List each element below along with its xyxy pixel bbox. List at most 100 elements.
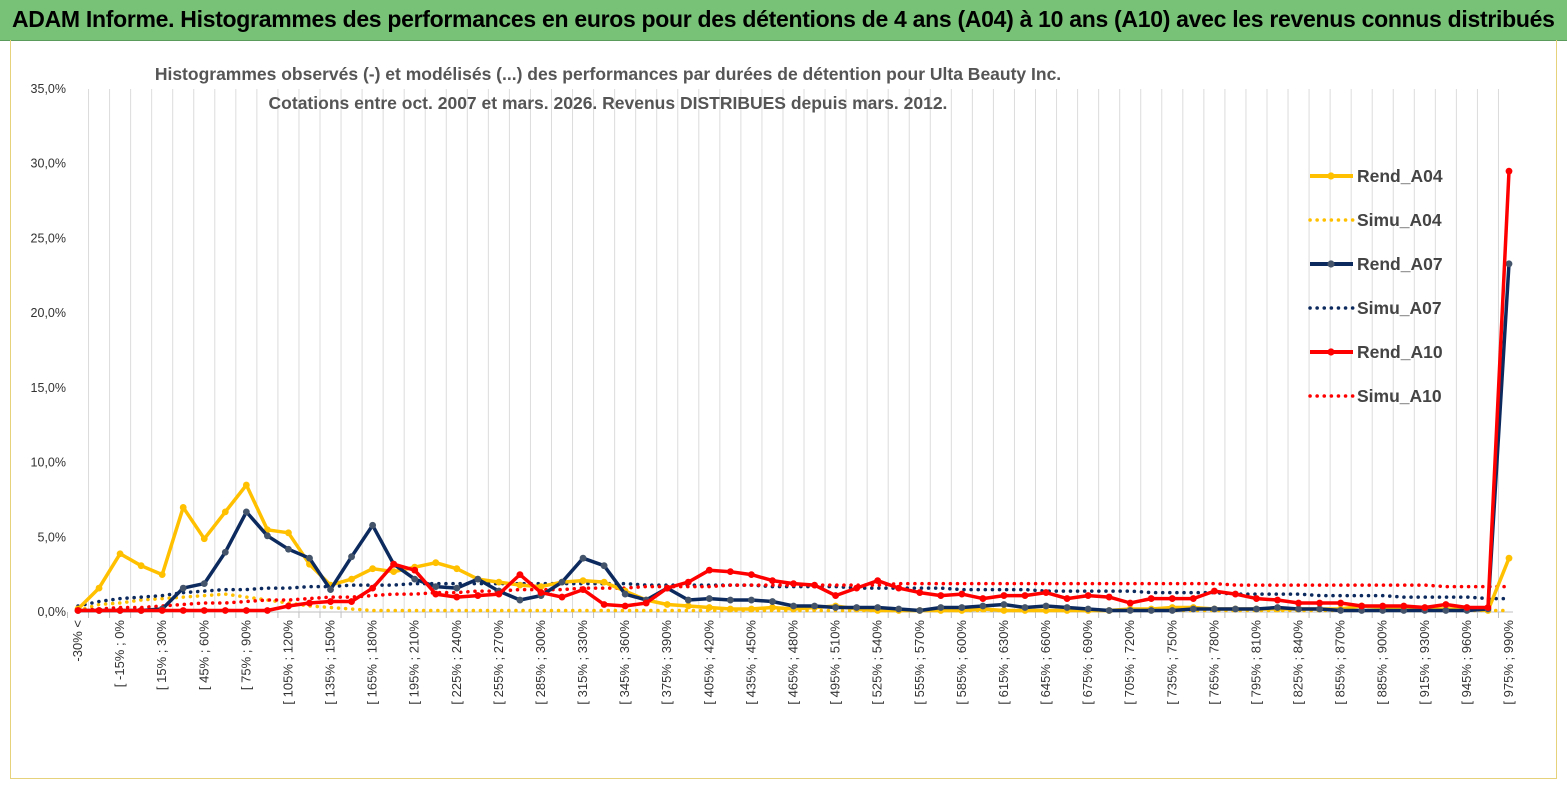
data-point (705, 595, 713, 602)
data-point (1295, 599, 1302, 607)
x-tick-label: [ 405% ; 420% (701, 620, 716, 705)
data-point (853, 604, 861, 611)
x-tick-label: [ 855% ; 870% (1333, 620, 1348, 705)
x-tick-label: [ 945% ; 960% (1459, 620, 1474, 705)
x-tick-label: [ 195% ; 210% (407, 620, 422, 705)
data-point (726, 596, 734, 604)
data-point (179, 607, 187, 614)
x-tick-label: [ 495% ; 510% (828, 620, 843, 705)
x-tick-label: [ 255% ; 270% (491, 620, 506, 705)
data-point (600, 562, 608, 570)
data-point (537, 589, 545, 596)
data-point (516, 571, 524, 579)
data-point (1232, 605, 1239, 613)
data-point (579, 554, 587, 562)
data-point (1168, 607, 1176, 614)
data-point (705, 604, 713, 611)
data-point (769, 598, 776, 605)
data-point (937, 592, 945, 599)
data-point (1337, 599, 1345, 607)
data-point (221, 548, 229, 556)
data-point (684, 578, 692, 586)
legend-label: Rend_A10 (1357, 342, 1443, 362)
data-point (1126, 599, 1134, 607)
x-tick-label: [ 975% ; 990% (1501, 620, 1516, 705)
data-point (769, 604, 776, 611)
series-line (76, 483, 1511, 613)
x-tick-label: [ 75% ; 90% (238, 620, 253, 691)
data-point (285, 602, 292, 610)
legend-item-rend-a04: Rend_A04 (1310, 166, 1443, 186)
y-tick-label: 10,0% (31, 456, 66, 470)
legend-item-rend-a07: Rend_A07 (1310, 254, 1443, 274)
series-line (78, 263, 1511, 613)
data-point (306, 554, 313, 562)
legend-label: Rend_A04 (1357, 166, 1443, 186)
data-point (221, 508, 229, 516)
y-tick-label: 15,0% (31, 381, 66, 395)
x-tick-label: [ 15% ; 30% (154, 620, 169, 691)
legend: Rend_A04 Simu_A04 Rend_A07 Simu_A07 Rend_A10… (1308, 166, 1443, 406)
data-point (432, 590, 440, 598)
data-point (1232, 590, 1239, 598)
x-tick-label: [ 735% ; 750% (1164, 620, 1179, 705)
data-point (390, 568, 398, 576)
data-point (748, 596, 755, 604)
axis-layer: 0,0% 5,0% 10,0% 15,0% 20,0% 25,0% 30,0% 35,0% -3… (31, 82, 1516, 705)
series-rend-a10 (74, 167, 1513, 614)
legend-item-simu-a10: Simu_A10 (1308, 386, 1442, 406)
data-point (895, 605, 903, 613)
legend-marker (1327, 348, 1335, 356)
data-point (369, 521, 377, 529)
data-point (432, 559, 440, 567)
data-point (684, 596, 692, 604)
data-point (285, 545, 292, 553)
x-tick-label: [ -15% ; 0% (112, 620, 127, 688)
data-point (474, 592, 482, 599)
chart-frame (10, 40, 1557, 779)
data-point (621, 602, 629, 610)
data-point (579, 586, 587, 593)
data-point (95, 607, 103, 614)
data-point (579, 577, 587, 585)
data-point (516, 596, 524, 604)
x-tick-label: [ 915% ; 930% (1417, 620, 1432, 705)
data-point (495, 590, 503, 598)
data-point (179, 584, 187, 592)
data-point (663, 601, 671, 608)
data-point (453, 565, 461, 573)
data-point (1484, 604, 1492, 611)
data-point (1274, 596, 1281, 604)
x-tick-label: [ 645% ; 660% (1038, 620, 1053, 705)
data-point (495, 578, 503, 586)
data-point (1210, 587, 1218, 595)
data-point (158, 571, 166, 579)
data-point (769, 577, 776, 585)
data-point (1000, 601, 1008, 608)
data-point (327, 586, 334, 593)
data-point (1042, 589, 1050, 596)
data-point (306, 599, 313, 607)
data-point (1000, 592, 1008, 599)
data-point (811, 602, 818, 610)
data-point (558, 578, 566, 586)
data-point (642, 599, 650, 607)
data-point (1063, 604, 1071, 611)
legend-item-rend-a10: Rend_A10 (1310, 342, 1443, 362)
data-point (179, 504, 187, 511)
series-layer (74, 167, 1513, 614)
data-point (558, 593, 566, 601)
data-point (1105, 607, 1113, 614)
data-point (1084, 592, 1092, 599)
data-point (369, 565, 377, 573)
data-point (937, 604, 945, 611)
x-tick-label: [ 315% ; 330% (575, 620, 590, 705)
data-point (748, 605, 755, 613)
x-tick-label: [ 105% ; 120% (280, 620, 295, 705)
data-point (1316, 605, 1324, 613)
legend-label: Simu_A07 (1357, 298, 1442, 318)
series-rend-a07 (74, 260, 1513, 614)
data-point (95, 584, 103, 592)
data-point (453, 584, 461, 592)
